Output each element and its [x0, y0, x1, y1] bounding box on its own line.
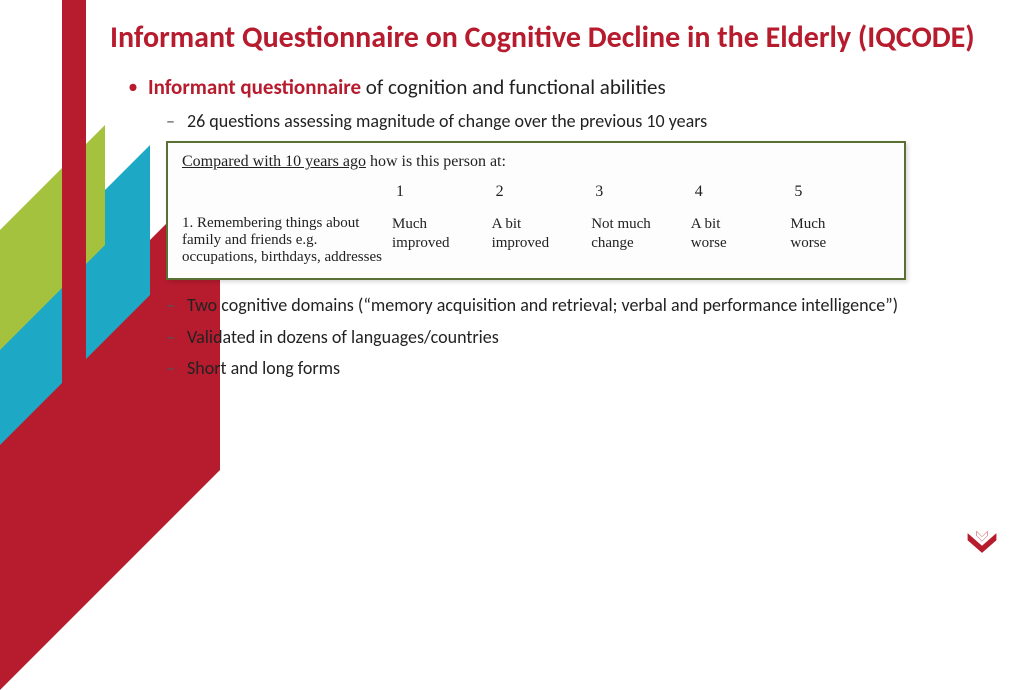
scale-option: Muchimproved	[392, 215, 492, 266]
question-number-row: 1 2 3 4 5	[182, 183, 890, 201]
scale-option: Muchworse	[790, 215, 890, 266]
question-header: Compared with 10 years ago how is this p…	[182, 153, 890, 171]
scale-number: 4	[691, 183, 791, 201]
sub-bullet-marker: –	[166, 326, 175, 349]
sub-bullet-text: Short and long forms	[187, 357, 340, 380]
scale-number: 5	[790, 183, 890, 201]
sub-bullet-text: 26 questions assessing magnitude of chan…	[187, 110, 707, 133]
sub-bullet: – Two cognitive domains (“memory acquisi…	[166, 294, 990, 317]
main-bullet-text: Informant questionnaire of cognition and…	[148, 74, 666, 100]
unmc-logo-icon	[964, 528, 1000, 558]
scale-option: A bitworse	[691, 215, 791, 266]
sub-bullet-text: Two cognitive domains (“memory acquisiti…	[187, 294, 898, 317]
question-item-text: 1. Remembering things about family and f…	[182, 215, 392, 266]
left-decoration	[0, 0, 90, 576]
question-example-box: Compared with 10 years ago how is this p…	[166, 141, 906, 280]
scale-number: 3	[591, 183, 691, 201]
slide-content: Informant Questionnaire on Cognitive Dec…	[110, 20, 990, 389]
bullet-rest: of cognition and functional abilities	[361, 74, 666, 100]
scale-number: 2	[492, 183, 592, 201]
bullet-marker: •	[128, 74, 138, 100]
red-vertical-bar	[62, 0, 86, 576]
question-header-underlined: Compared with 10 years ago	[182, 153, 366, 170]
question-header-rest: how is this person at:	[366, 153, 506, 170]
scale-option: Not muchchange	[591, 215, 691, 266]
main-bullet: • Informant questionnaire of cognition a…	[128, 74, 990, 100]
sub-bullet-marker: –	[166, 357, 175, 380]
sub-bullet-marker: –	[166, 294, 175, 317]
sub-bullet: – Short and long forms	[166, 357, 990, 380]
sub-bullet: – Validated in dozens of languages/count…	[166, 326, 990, 349]
sub-bullet-text: Validated in dozens of languages/countri…	[187, 326, 499, 349]
bullet-bold-part: Informant questionnaire	[148, 74, 361, 100]
slide-title: Informant Questionnaire on Cognitive Dec…	[110, 20, 990, 56]
question-row: 1. Remembering things about family and f…	[182, 215, 890, 266]
scale-option: A bitimproved	[492, 215, 592, 266]
sub-bullet: – 26 questions assessing magnitude of ch…	[166, 110, 990, 133]
scale-number: 1	[392, 183, 492, 201]
sub-bullet-marker: –	[166, 110, 175, 133]
